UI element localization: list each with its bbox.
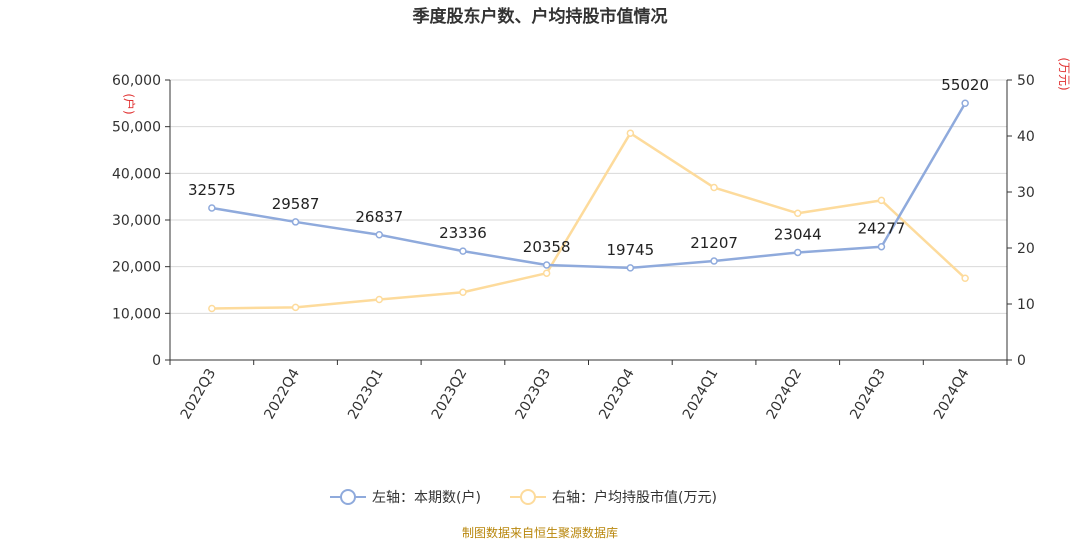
left-axis-unit: (户) [122,93,137,114]
legend[interactable]: 左轴：本期数(户) 右轴：户均持股市值(万元) [330,489,717,506]
series-line-left [211,102,967,270]
data-label: 23044 [774,225,822,243]
data-point-right[interactable] [291,303,300,312]
left-axis-tick-label: 10,000 [112,306,161,322]
left-axis-tick-label: 50,000 [112,120,161,136]
x-axis-tick-label: 2023Q3 [512,366,554,422]
data-point-right[interactable] [961,274,969,282]
data-label: 29587 [272,195,320,213]
data-label: 32575 [188,181,236,199]
data-point-left[interactable] [626,264,635,272]
data-point-left[interactable] [961,99,969,107]
legend-marker-right [520,489,536,505]
x-axis-tick-label: 2024Q4 [931,366,973,422]
legend-marker-left [340,489,356,505]
data-label: 20358 [523,238,571,256]
axes: 0 10,000 20,000 30,000 40,000 50,000 60,000 0 10… [112,73,1035,422]
x-axis-tick-label: 2024Q2 [764,366,806,422]
data-label: 19745 [606,241,654,259]
right-axis-tick-label: 30 [1017,185,1035,201]
data-point-right[interactable] [459,288,467,296]
x-axis-tick-label: 2023Q2 [429,366,471,422]
chart-title: 季度股东户数、户均持股市值情况 [413,6,668,27]
right-axis-tick-label: 0 [1017,353,1026,369]
x-axis-tick-label: 2023Q1 [345,366,387,422]
x-axis-tick-label: 2022Q4 [261,366,303,422]
data-point-left[interactable] [291,218,300,226]
data-point-left[interactable] [208,204,216,212]
data-point-right[interactable] [794,209,802,218]
data-point-left[interactable] [459,247,467,255]
data-label: 55020 [941,76,989,94]
data-point-left[interactable] [794,248,802,257]
x-axis-tick-label: 2023Q4 [596,366,638,422]
data-point-right[interactable] [208,304,216,313]
right-axis-tick-label: 20 [1017,241,1035,257]
x-axis-tick-label: 2024Q3 [847,366,889,422]
right-axis-tick-label: 50 [1017,73,1035,89]
legend-label-right: 右轴：户均持股市值(万元) [552,489,717,506]
x-axis-tick-label: 2024Q1 [680,366,722,422]
data-point-right[interactable] [710,183,718,192]
data-point-left[interactable] [542,261,551,269]
legend-item-right-series[interactable]: 右轴：户均持股市值(万元) [510,489,717,506]
x-axis-tick-label: 2022Q3 [178,366,220,422]
left-axis-tick-label: 30,000 [112,213,161,229]
grid-lines [170,79,1007,314]
left-axis-tick-label: 20,000 [112,260,161,276]
data-label: 23336 [439,224,487,242]
data-point-left[interactable] [710,257,718,265]
source-note: 制图数据来自恒生聚源数据库 [462,525,618,540]
right-axis-unit: (万元) [1057,57,1071,90]
left-axis-tick-label: 60,000 [112,73,161,89]
data-label: 24277 [858,220,906,238]
data-point-right[interactable] [877,196,886,205]
data-label: 26837 [355,208,403,226]
data-point-right[interactable] [375,295,383,304]
data-labels: 32575 29587 26837 23336 20358 19745 21207 23044… [188,76,989,259]
right-axis-tick-label: 10 [1017,297,1035,313]
data-point-left[interactable] [877,242,886,251]
data-point-right[interactable] [542,269,551,277]
series [208,99,969,313]
right-axis-tick-label: 40 [1017,129,1035,145]
left-axis-tick-label: 0 [152,353,161,369]
legend-label-left: 左轴：本期数(户) [372,489,481,506]
legend-item-left-series[interactable]: 左轴：本期数(户) [330,489,481,506]
data-point-left[interactable] [375,231,383,239]
data-point-right[interactable] [626,129,635,137]
data-label: 21207 [690,234,738,252]
left-axis-tick-label: 40,000 [112,166,161,182]
series-line-right [211,131,967,310]
